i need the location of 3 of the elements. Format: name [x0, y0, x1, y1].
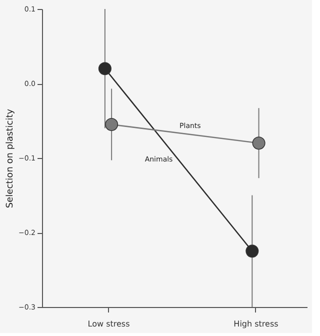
x-tick-label: Low stress	[88, 320, 130, 328]
y-axis-title: Selection on plasticity	[6, 108, 16, 208]
x-tick-label: High stress	[234, 320, 278, 328]
